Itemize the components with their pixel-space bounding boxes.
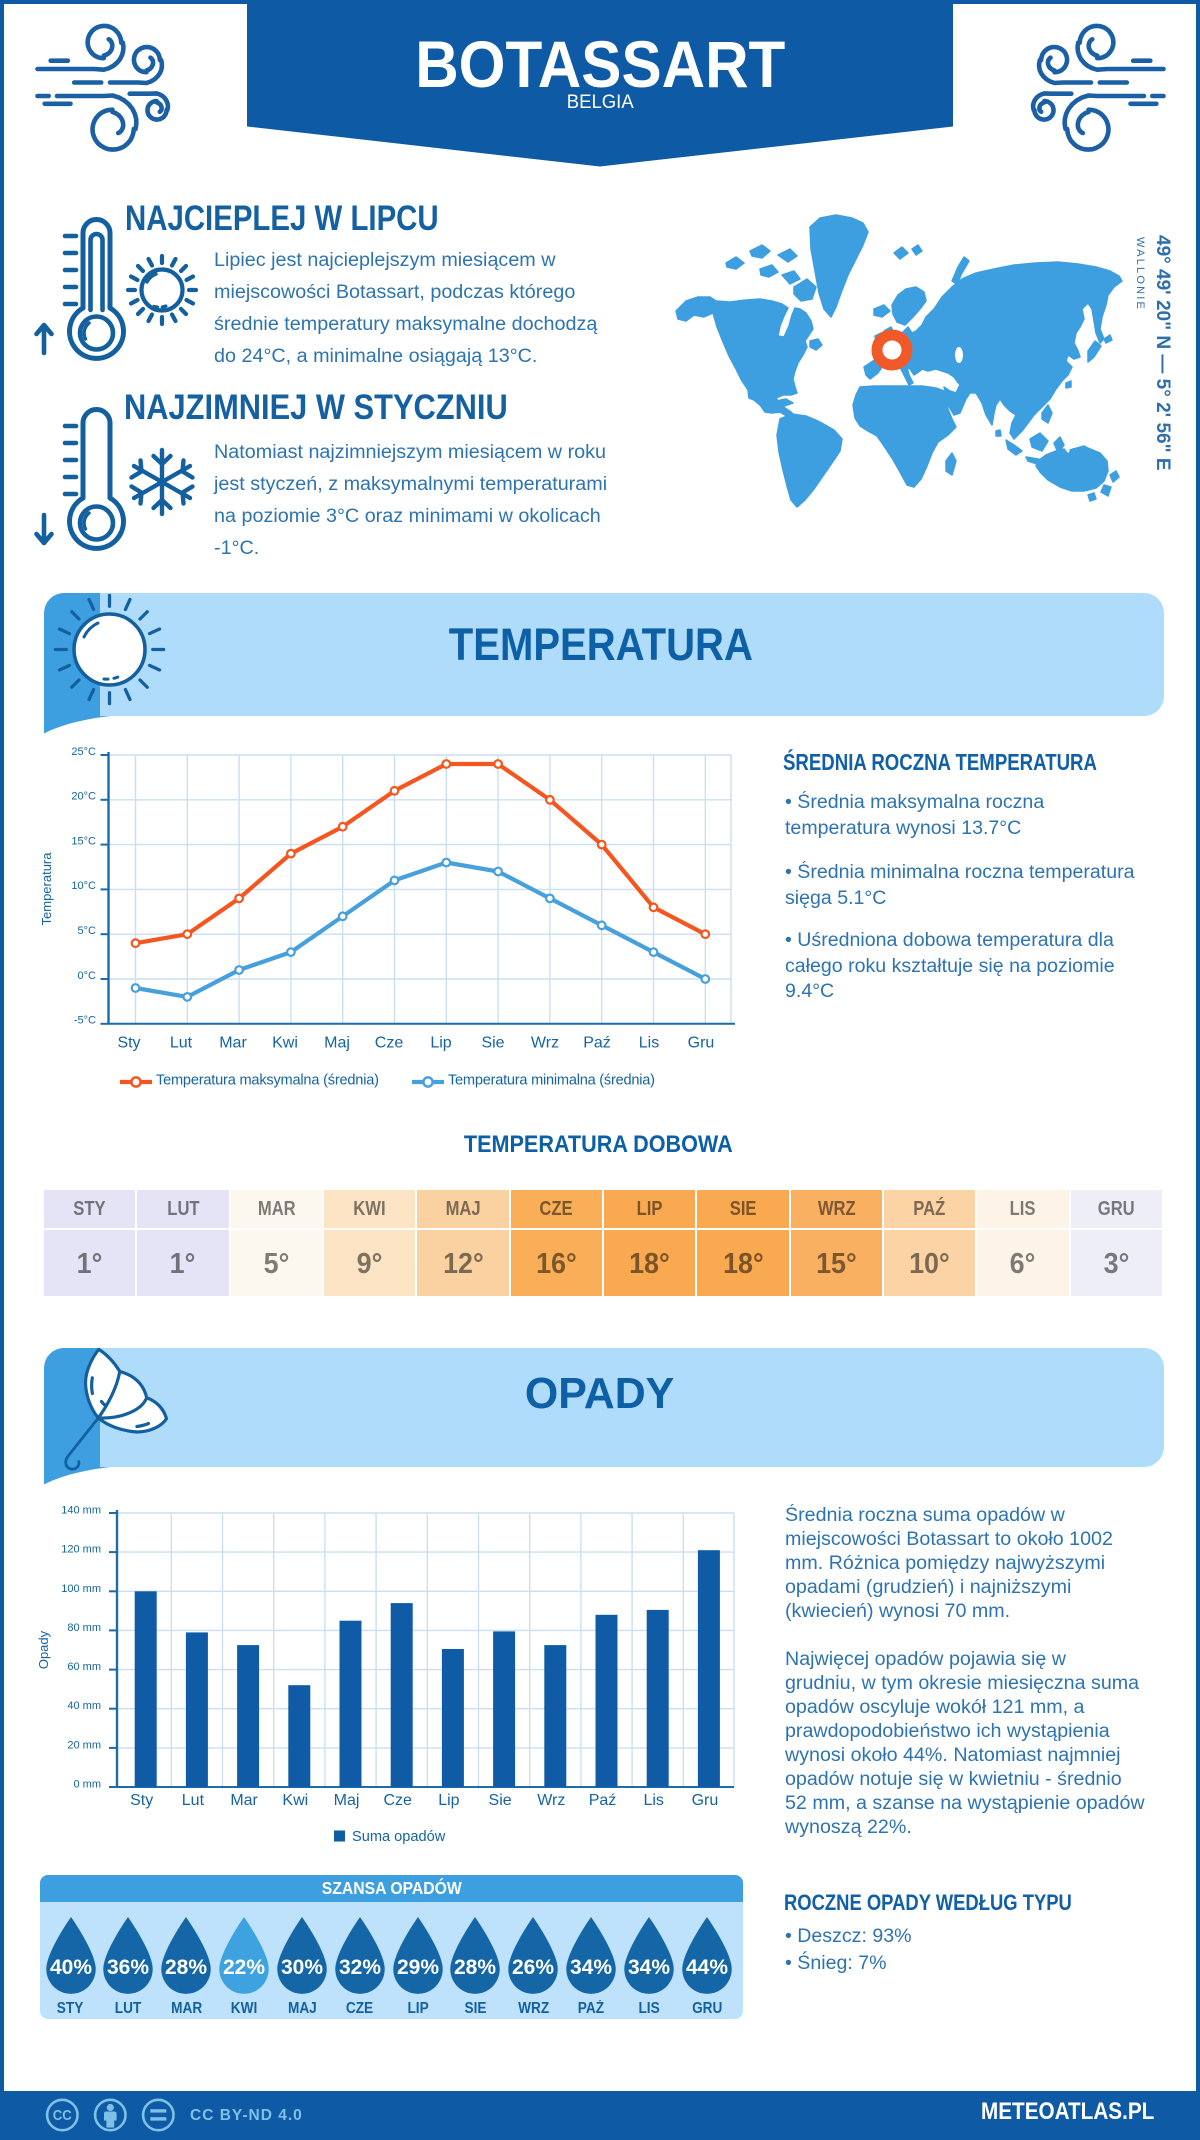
svg-text:Wrz: Wrz [537, 1792, 565, 1809]
svg-text:Paź: Paź [583, 1035, 611, 1052]
svg-text:Gru: Gru [692, 1792, 719, 1809]
svg-text:34%: 34% [570, 1956, 612, 1979]
svg-text:Wrz: Wrz [531, 1035, 559, 1052]
svg-text:Sty: Sty [117, 1035, 140, 1052]
svg-text:Lip: Lip [430, 1035, 451, 1052]
svg-text:120 mm: 120 mm [61, 1544, 101, 1556]
svg-text:Temperatura minimalna (średnia: Temperatura minimalna (średnia) [448, 1073, 655, 1089]
svg-text:29%: 29% [397, 1956, 439, 1979]
svg-text:100 mm: 100 mm [61, 1583, 101, 1595]
svg-text:Sty: Sty [130, 1792, 153, 1809]
svg-text:40%: 40% [49, 1956, 91, 1979]
svg-text:0 mm: 0 mm [74, 1779, 102, 1791]
svg-text:Temperatura maksymalna (średni: Temperatura maksymalna (średnia) [156, 1073, 379, 1089]
svg-text:22%: 22% [223, 1956, 265, 1979]
svg-text:Sie: Sie [481, 1035, 504, 1052]
svg-text:20 mm: 20 mm [67, 1739, 101, 1751]
svg-text:44%: 44% [686, 1956, 728, 1979]
svg-text:28%: 28% [165, 1956, 207, 1979]
svg-text:5°C: 5°C [78, 925, 97, 937]
svg-text:36%: 36% [107, 1956, 149, 1979]
svg-text:Opady: Opady [36, 1630, 51, 1669]
svg-text:Paź: Paź [589, 1792, 617, 1809]
svg-text:10°C: 10°C [71, 880, 96, 892]
svg-text:25°C: 25°C [71, 746, 96, 758]
svg-text:Gru: Gru [688, 1035, 715, 1052]
svg-text:Cze: Cze [383, 1792, 412, 1809]
svg-text:0°C: 0°C [78, 970, 97, 982]
svg-text:Lut: Lut [182, 1792, 205, 1809]
svg-text:80 mm: 80 mm [67, 1622, 101, 1634]
svg-text:Maj: Maj [334, 1792, 360, 1809]
svg-text:Lip: Lip [438, 1792, 459, 1809]
svg-text:Sie: Sie [489, 1792, 512, 1809]
svg-text:Mar: Mar [230, 1792, 258, 1809]
svg-text:30%: 30% [281, 1956, 323, 1979]
svg-text:60 mm: 60 mm [67, 1661, 101, 1673]
svg-text:26%: 26% [512, 1956, 554, 1979]
svg-text:Suma opadów: Suma opadów [352, 1829, 446, 1845]
svg-text:Maj: Maj [324, 1035, 350, 1052]
svg-text:Lis: Lis [643, 1792, 663, 1809]
svg-text:Lut: Lut [170, 1035, 193, 1052]
svg-text:CC: CC [53, 2108, 72, 2124]
svg-text:15°C: 15°C [71, 835, 96, 847]
svg-text:40 mm: 40 mm [67, 1700, 101, 1712]
svg-text:Cze: Cze [375, 1035, 404, 1052]
svg-text:Mar: Mar [219, 1035, 247, 1052]
svg-text:32%: 32% [339, 1956, 381, 1979]
svg-text:28%: 28% [454, 1956, 496, 1979]
svg-text:Temperatura: Temperatura [39, 852, 54, 926]
svg-text:Kwi: Kwi [282, 1792, 308, 1809]
svg-text:34%: 34% [628, 1956, 670, 1979]
svg-text:Lis: Lis [639, 1035, 659, 1052]
svg-text:20°C: 20°C [71, 791, 96, 803]
svg-text:140 mm: 140 mm [61, 1505, 101, 1517]
svg-text:-5°C: -5°C [74, 1015, 96, 1027]
svg-text:Kwi: Kwi [272, 1035, 298, 1052]
